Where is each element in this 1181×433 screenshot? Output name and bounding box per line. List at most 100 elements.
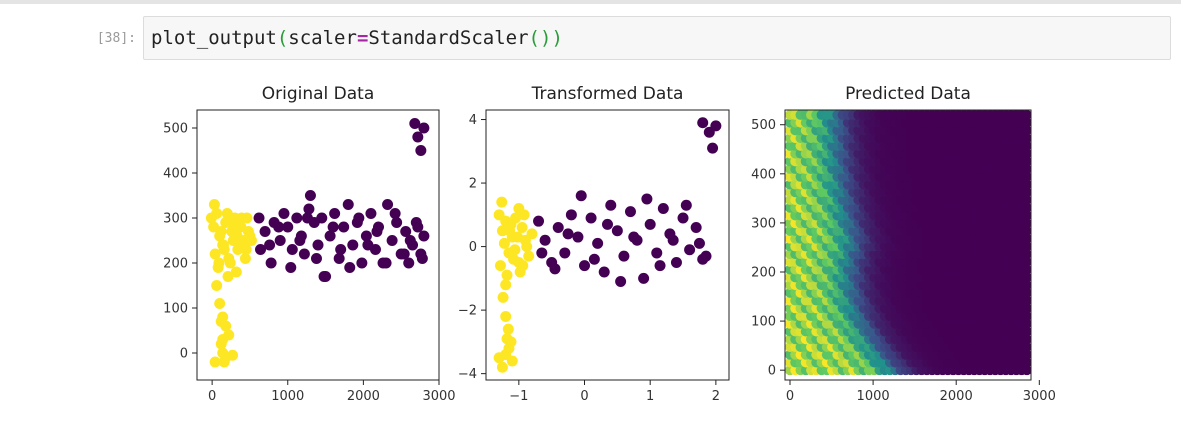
data-point <box>245 235 257 246</box>
plot-title: Original Data <box>262 84 375 104</box>
data-point <box>651 247 663 259</box>
plot-panel-3: Predicted Data 0 1000 2000 3000 0 100 200 300 400… <box>751 84 1056 404</box>
x-tick-label: 1000 <box>857 389 890 404</box>
data-point <box>215 316 227 327</box>
data-point <box>618 250 630 262</box>
axes-frame <box>784 109 1032 381</box>
data-point <box>657 202 669 214</box>
code-close-paren: ) <box>551 27 563 49</box>
data-point <box>498 237 510 249</box>
data-point <box>380 257 392 269</box>
data-point <box>497 291 509 303</box>
data-point <box>403 257 415 269</box>
data-point <box>680 199 692 211</box>
data-point <box>324 230 336 242</box>
data-point <box>294 235 306 246</box>
data-point <box>559 247 571 259</box>
data-point <box>549 263 561 275</box>
y-tick-label: 300 <box>751 216 776 231</box>
data-point <box>409 118 421 129</box>
y-tick-label: 4 <box>469 113 477 128</box>
data-point <box>213 257 225 269</box>
data-point <box>209 248 221 260</box>
prediction-point <box>1021 365 1031 376</box>
data-point <box>360 230 372 242</box>
prediction-point <box>1021 218 1031 229</box>
prediction-point <box>1021 318 1031 329</box>
data-point <box>710 120 722 132</box>
y-tick-label: 2 <box>469 177 477 192</box>
data-point <box>588 253 600 265</box>
code-function-name: plot_output <box>151 27 277 49</box>
data-point <box>285 262 297 273</box>
data-point <box>500 279 512 291</box>
data-point <box>523 250 535 262</box>
prediction-point <box>1021 171 1031 182</box>
data-point <box>400 226 412 237</box>
data-point <box>536 247 548 259</box>
prediction-point <box>1021 133 1031 144</box>
plot-title: Transformed Data <box>531 84 684 104</box>
code-argument-name: scaler <box>288 27 357 49</box>
data-point <box>274 235 286 246</box>
data-point <box>265 257 277 269</box>
x-tick-label: 0 <box>786 389 794 404</box>
data-point <box>513 202 525 214</box>
code-line[interactable]: plot_output(scaler=StandardScaler()) <box>151 27 563 49</box>
data-point <box>496 361 508 373</box>
data-point <box>496 196 508 208</box>
data-point <box>517 260 529 272</box>
data-point <box>211 280 223 291</box>
data-point <box>316 212 328 224</box>
data-point <box>221 208 233 219</box>
data-point <box>418 122 430 134</box>
data-point <box>552 222 564 234</box>
code-equals-operator: = <box>356 27 369 49</box>
data-point <box>253 212 265 224</box>
prediction-point <box>1021 210 1031 221</box>
data-point <box>598 266 610 278</box>
data-point <box>338 221 350 233</box>
data-point <box>333 253 345 264</box>
prediction-point <box>1021 225 1031 236</box>
data-point <box>224 257 236 269</box>
data-point <box>641 193 653 205</box>
data-point <box>508 253 520 265</box>
prediction-point <box>1021 110 1031 120</box>
data-point <box>585 212 597 224</box>
x-tick-label: 2000 <box>940 389 973 404</box>
data-point <box>521 241 533 253</box>
data-point <box>356 257 368 269</box>
data-point <box>391 217 403 228</box>
data-point <box>502 323 514 335</box>
data-point <box>654 260 666 272</box>
plot-panel-1: Original Data 0 1000 2000 3000 0 100 200 300 400 5… <box>163 84 455 404</box>
x-tick-label: 3000 <box>422 389 455 404</box>
data-point <box>209 356 221 368</box>
data-point <box>605 199 617 211</box>
data-point <box>329 208 341 219</box>
data-point <box>572 231 584 243</box>
prediction-point <box>1021 341 1031 352</box>
prediction-point <box>1021 249 1031 260</box>
data-point <box>282 221 294 233</box>
plot-marks <box>205 118 430 368</box>
code-cell-input[interactable]: plot_output(scaler=StandardScaler()) <box>143 16 1171 60</box>
prediction-point <box>1021 280 1031 291</box>
y-tick-label: 300 <box>163 212 188 227</box>
plot-marks <box>493 117 722 373</box>
data-point <box>398 248 410 260</box>
data-point <box>579 260 591 272</box>
prediction-point <box>1021 148 1031 159</box>
cell-prompt: [38]: <box>96 31 136 46</box>
x-tick-label: 2 <box>712 389 720 404</box>
y-tick-label: 200 <box>163 257 188 272</box>
plot-panel-2: Transformed Data −1 0 1 2 −4 −2 0 2 4 <box>458 84 730 404</box>
data-point <box>278 208 290 219</box>
data-point <box>298 248 310 260</box>
axes-frame <box>196 109 440 381</box>
x-tick-label: −1 <box>509 389 528 404</box>
data-point <box>227 217 239 228</box>
data-point <box>565 209 577 221</box>
